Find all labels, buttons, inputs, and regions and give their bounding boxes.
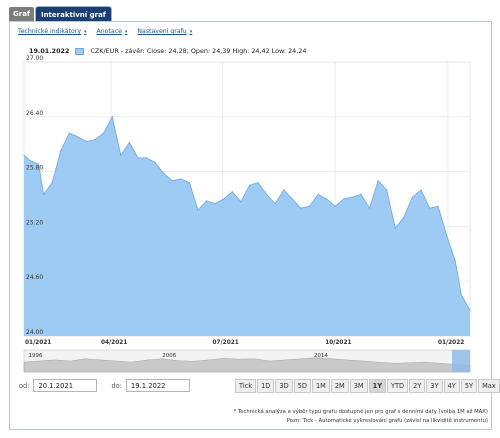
indicators-menu[interactable]: Technické indikátory ▾ bbox=[18, 28, 87, 35]
chevron-down-icon: ▾ bbox=[189, 28, 193, 35]
date-range: od: do: bbox=[19, 379, 190, 392]
legend-text: CZK/EUR - závěr: Close: 24,28; Open: 24,… bbox=[90, 47, 307, 55]
from-label: od: bbox=[19, 381, 30, 390]
chevron-down-icon: ▾ bbox=[124, 28, 128, 35]
period-button-5d[interactable]: 5D bbox=[293, 379, 311, 393]
chevron-down-icon: ▾ bbox=[84, 28, 87, 35]
from-date-input[interactable] bbox=[33, 379, 98, 392]
chart-date: 19.01.2022 bbox=[29, 47, 70, 55]
period-button-3m[interactable]: 3M bbox=[349, 379, 368, 393]
tab-bar: Graf Interaktivní graf bbox=[9, 6, 112, 22]
period-button-2m[interactable]: 2M bbox=[330, 379, 349, 393]
chart-panel bbox=[9, 21, 492, 430]
chart-header: 19.01.2022 CZK/EUR - závěr: Close: 24,28… bbox=[29, 47, 306, 55]
annotations-menu[interactable]: Anotace ▾ bbox=[97, 28, 128, 35]
period-button-1d[interactable]: 1D bbox=[257, 379, 275, 393]
settings-menu[interactable]: Nastavení grafu ▾ bbox=[137, 28, 192, 35]
period-button-ytd[interactable]: YTD bbox=[387, 379, 409, 393]
indicators-label: Technické indikátory bbox=[18, 28, 82, 35]
period-button-3y[interactable]: 3Y bbox=[426, 379, 443, 393]
period-button-5y[interactable]: 5Y bbox=[460, 379, 478, 393]
legend-swatch bbox=[75, 47, 85, 55]
footnote-tick: Pozn: Tick - Automatické vykreslování gr… bbox=[286, 418, 488, 424]
tab-interactive-graf[interactable]: Interaktivní graf bbox=[34, 6, 112, 22]
period-button-4y[interactable]: 4Y bbox=[443, 379, 460, 393]
period-button-3d[interactable]: 3D bbox=[275, 379, 293, 393]
period-button-1m[interactable]: 1M bbox=[311, 379, 330, 393]
settings-label: Nastavení grafu bbox=[137, 28, 187, 35]
to-label: do: bbox=[111, 381, 122, 390]
to-date-input[interactable] bbox=[125, 379, 190, 392]
period-button-tick[interactable]: Tick bbox=[235, 379, 257, 393]
tab-graf[interactable]: Graf bbox=[9, 7, 34, 21]
period-button-2y[interactable]: 2Y bbox=[409, 379, 426, 393]
footnote-analysis: * Technická analýza a výběr typu grafu d… bbox=[233, 409, 488, 415]
period-selector: Tick 1D 3D 5D 1M 2M 3M 1Y YTD 2Y 3Y 4Y 5Y Max bbox=[235, 379, 500, 393]
chart-toolbar: Technické indikátory ▾ Anotace ▾ Nastave… bbox=[18, 28, 192, 35]
period-button-1y[interactable]: 1Y bbox=[368, 379, 386, 393]
period-button-max[interactable]: Max bbox=[478, 379, 500, 393]
annotations-label: Anotace bbox=[96, 28, 122, 35]
